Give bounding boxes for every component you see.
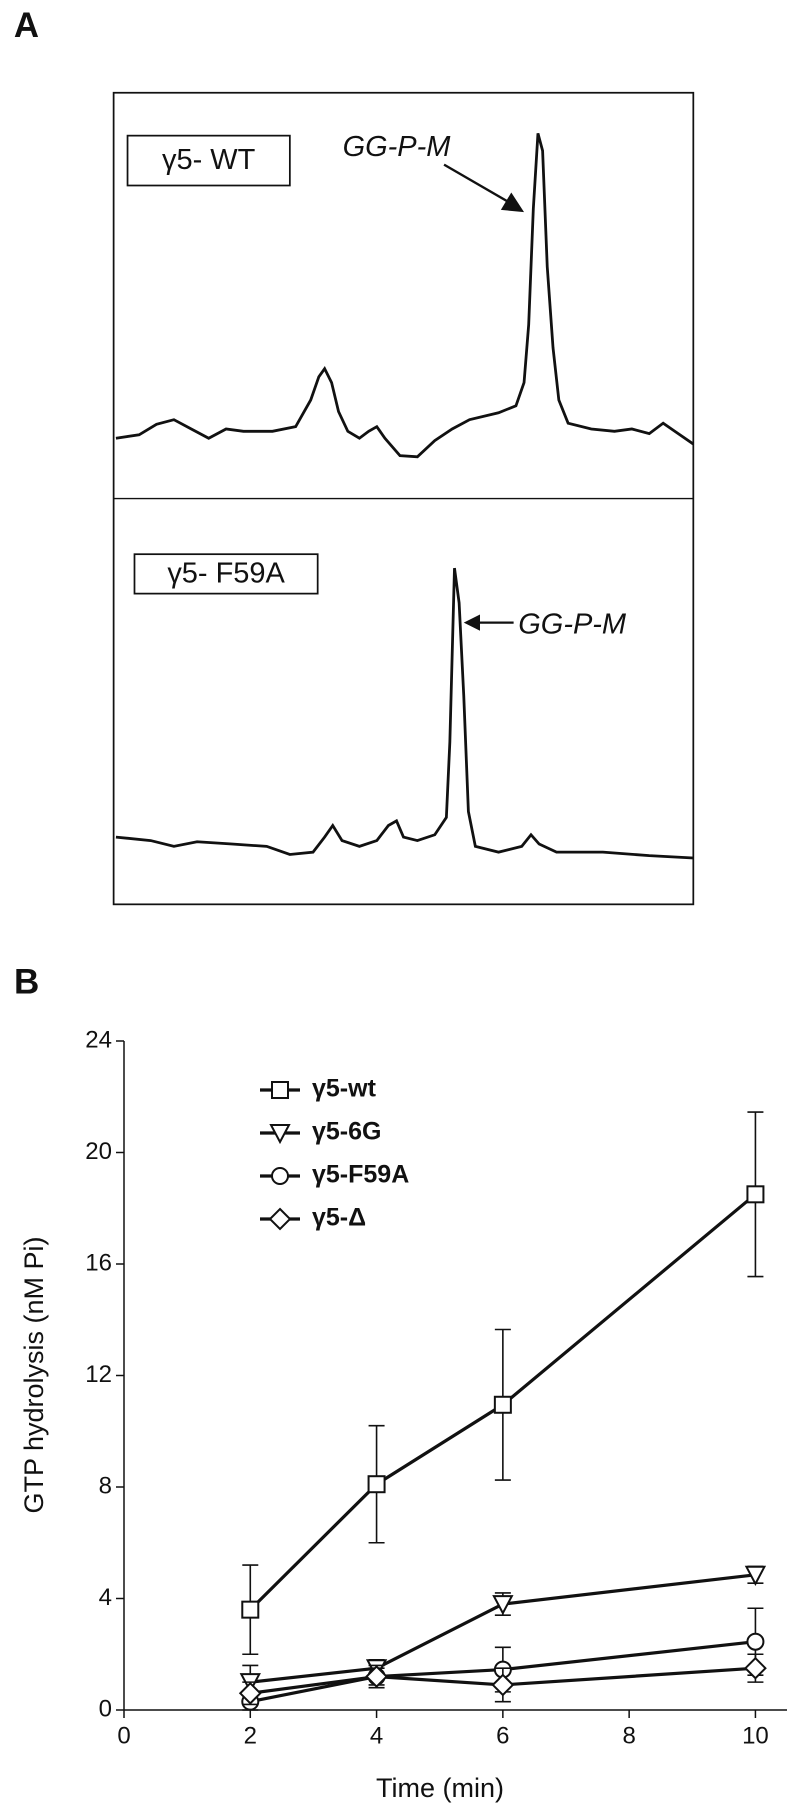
- marker: [492, 1595, 514, 1616]
- peak-label: GG-P-M: [518, 609, 627, 641]
- legend-label: γ5-wt: [312, 1075, 377, 1103]
- x-tick-label: 8: [622, 1722, 635, 1749]
- y-tick-label: 24: [85, 1026, 112, 1053]
- marker: [746, 1632, 765, 1651]
- peak-label: GG-P-M: [343, 131, 452, 163]
- marker: [744, 1656, 767, 1680]
- arrow: [443, 163, 511, 204]
- y-tick-label: 16: [85, 1249, 112, 1276]
- y-axis-label: GTP hydrolysis (nM Pi): [19, 1236, 49, 1513]
- x-tick-label: 6: [496, 1722, 509, 1749]
- y-tick-label: 12: [85, 1361, 112, 1388]
- x-axis-label: Time (min): [376, 1773, 504, 1803]
- legend-marker: [271, 1081, 289, 1099]
- series-line: [249, 1193, 757, 1611]
- series-line: [249, 1640, 756, 1704]
- arrow-head: [463, 614, 480, 631]
- label-box: [126, 134, 291, 187]
- arrow-head: [500, 192, 525, 213]
- legend-marker: [271, 1167, 289, 1185]
- series-line: [250, 1573, 756, 1684]
- x-tick-label: 10: [742, 1722, 769, 1749]
- marker: [238, 1681, 262, 1705]
- y-tick-label: 4: [99, 1584, 112, 1611]
- legend-label: γ5-Δ: [312, 1204, 366, 1232]
- panel-label: B: [14, 962, 39, 1001]
- marker: [746, 1185, 765, 1204]
- x-tick-label: 2: [244, 1722, 257, 1749]
- chromatogram-trace: [115, 132, 695, 459]
- panel-a: A γ5- WT GG-P-M γ5- F59A GG-P-M: [14, 7, 695, 906]
- legend-label: γ5-F59A: [312, 1161, 409, 1189]
- y-tick-label: 8: [99, 1472, 112, 1499]
- box-label: γ5- WT: [162, 144, 256, 176]
- marker: [491, 1673, 515, 1697]
- y-tick-label: 20: [85, 1138, 112, 1165]
- x-tick-label: 0: [117, 1722, 130, 1749]
- label-box: [133, 553, 319, 595]
- x-tick-label: 4: [370, 1722, 383, 1749]
- marker: [241, 1600, 260, 1619]
- series-line: [250, 1666, 756, 1695]
- box-label: γ5- F59A: [167, 558, 285, 590]
- marker: [367, 1475, 386, 1494]
- marker: [365, 1665, 388, 1688]
- legend-label: γ5-6G: [312, 1118, 381, 1146]
- legend-marker: [268, 1207, 292, 1231]
- legend-marker: [269, 1124, 291, 1145]
- marker: [744, 1565, 767, 1586]
- y-tick-label: 0: [99, 1695, 112, 1722]
- chromatogram-trace: [115, 567, 694, 860]
- marker: [493, 1395, 512, 1414]
- panel-label: A: [14, 7, 39, 45]
